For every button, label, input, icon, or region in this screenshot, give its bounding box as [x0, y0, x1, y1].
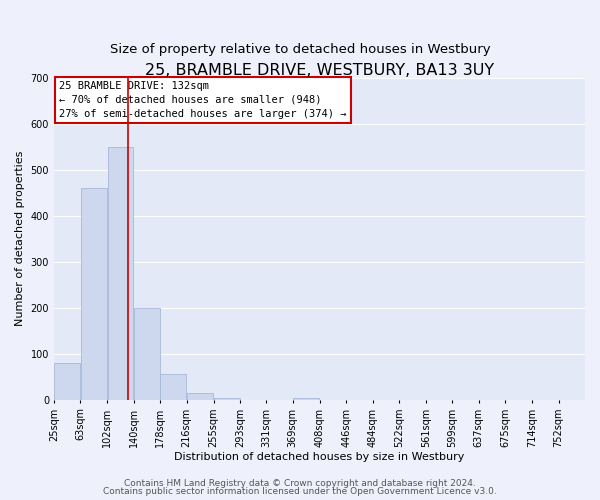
- Bar: [293, 398, 319, 400]
- Bar: [108, 146, 133, 400]
- Y-axis label: Number of detached properties: Number of detached properties: [15, 151, 25, 326]
- Bar: [214, 398, 239, 400]
- Text: Contains public sector information licensed under the Open Government Licence v3: Contains public sector information licen…: [103, 487, 497, 496]
- Text: Size of property relative to detached houses in Westbury: Size of property relative to detached ho…: [110, 42, 490, 56]
- Title: 25, BRAMBLE DRIVE, WESTBURY, BA13 3UY: 25, BRAMBLE DRIVE, WESTBURY, BA13 3UY: [145, 62, 494, 78]
- Bar: [54, 363, 80, 400]
- X-axis label: Distribution of detached houses by size in Westbury: Distribution of detached houses by size …: [174, 452, 464, 462]
- Bar: [80, 188, 107, 400]
- Text: Contains HM Land Registry data © Crown copyright and database right 2024.: Contains HM Land Registry data © Crown c…: [124, 478, 476, 488]
- Text: 25 BRAMBLE DRIVE: 132sqm
← 70% of detached houses are smaller (948)
27% of semi-: 25 BRAMBLE DRIVE: 132sqm ← 70% of detach…: [59, 80, 347, 118]
- Bar: [187, 393, 213, 400]
- Bar: [134, 308, 160, 400]
- Bar: [160, 374, 186, 400]
